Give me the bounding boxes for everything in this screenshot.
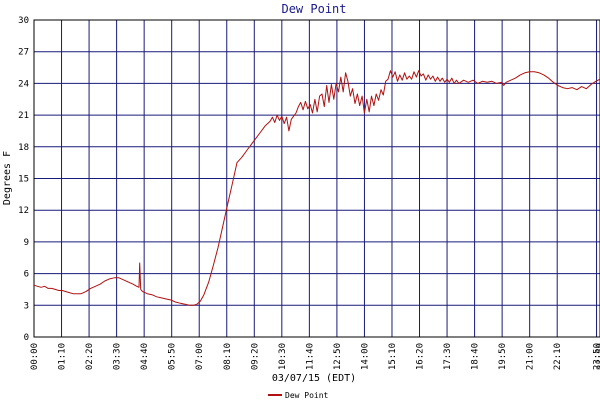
y-tick-label: 27 <box>18 48 29 58</box>
x-tick-label: 17:30 <box>443 343 453 370</box>
x-tick-label: 05:50 <box>168 343 178 370</box>
chart-title: Dew Point <box>281 2 346 16</box>
y-tick-label: 9 <box>24 238 29 248</box>
x-tick-label: 12:50 <box>333 343 343 370</box>
x-tick-label: 03:30 <box>113 343 123 370</box>
y-tick-label: 0 <box>24 333 29 343</box>
x-tick-label: 19:50 <box>498 343 508 370</box>
x-tick-label: 14:00 <box>360 343 370 370</box>
y-tick-label: 6 <box>24 270 29 280</box>
x-tick-label: 23:50 <box>593 343 600 370</box>
x-tick-label: 08:10 <box>223 343 233 370</box>
x-tick-label: 23:59 <box>596 343 600 370</box>
x-tick-label: 16:20 <box>416 343 426 370</box>
chart-series <box>33 70 600 306</box>
y-axis-label: Degrees F <box>2 151 13 205</box>
x-axis-ticks: 00:00 01:10 02:20 03:30 04:40 05:50 07:00 08:10… <box>30 343 600 370</box>
y-tick-label: 21 <box>18 111 29 121</box>
x-tick-label: 11:40 <box>305 343 315 370</box>
y-tick-label: 3 <box>24 301 29 311</box>
legend-label: Dew Point <box>285 391 329 400</box>
x-tick-label: 15:10 <box>388 343 398 370</box>
y-tick-label: 24 <box>18 79 29 89</box>
x-tick-label: 01:10 <box>58 343 68 370</box>
plot-area-border <box>33 19 600 338</box>
series-line-dew-point <box>33 70 600 306</box>
x-tick-label: 18:40 <box>471 343 481 370</box>
x-tick-label: 22:10 <box>553 343 563 370</box>
chart-grid <box>33 19 600 338</box>
x-axis-label: 03/07/15 (EDT) <box>272 373 356 384</box>
x-tick-label: 07:00 <box>195 343 205 370</box>
x-tick-label: 10:30 <box>278 343 288 370</box>
y-tick-label: 12 <box>18 206 29 216</box>
x-tick-label: 21:00 <box>526 343 536 370</box>
y-tick-label: 18 <box>18 143 29 153</box>
y-tick-label: 15 <box>18 175 29 185</box>
x-tick-label: 00:00 <box>30 343 40 370</box>
legend: Dew Point <box>268 391 329 400</box>
y-axis-ticks: 0 3 6 9 12 15 18 21 24 27 30 <box>18 16 29 343</box>
x-tick-label: 02:20 <box>85 343 95 370</box>
x-tick-label: 04:40 <box>140 343 150 370</box>
y-tick-label: 30 <box>18 16 29 26</box>
x-tick-label: 09:20 <box>250 343 260 370</box>
